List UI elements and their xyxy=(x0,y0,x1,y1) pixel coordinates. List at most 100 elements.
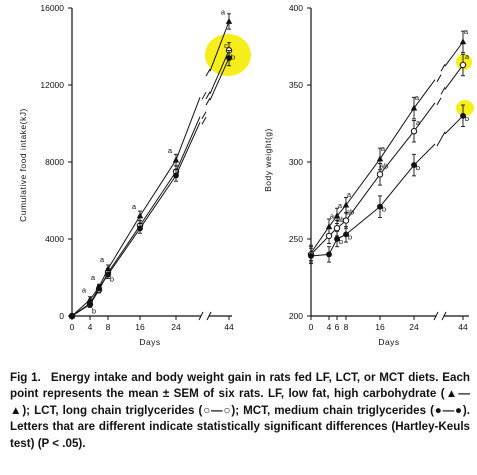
data-point-open-circle xyxy=(333,225,341,232)
x-tick-label: 24 xyxy=(171,322,181,332)
figure-number: Fig 1. xyxy=(10,371,41,384)
x-axis-title: Days xyxy=(139,337,160,347)
series-line xyxy=(71,299,91,317)
data-point-filled-circle xyxy=(377,203,383,210)
significance-letter: b xyxy=(465,114,469,123)
series-line xyxy=(209,57,230,101)
data-point-open-circle xyxy=(459,61,467,69)
series-line xyxy=(345,174,381,221)
significance-letter: a xyxy=(464,27,469,36)
data-point-triangle xyxy=(136,212,144,219)
series-line xyxy=(379,130,415,175)
series-line xyxy=(413,79,436,109)
significance-letter: a xyxy=(82,286,87,295)
line-break-mark xyxy=(205,68,211,77)
y-tick-label: 300 xyxy=(289,157,303,167)
data-point-triangle xyxy=(172,156,180,163)
data-point-filled-circle xyxy=(96,285,102,291)
x-tick-label: 16 xyxy=(375,322,385,332)
x-axis-title: Days xyxy=(378,337,399,347)
series-line xyxy=(139,171,177,226)
series-line xyxy=(209,50,230,95)
x-tick-label: 0 xyxy=(70,322,75,332)
line-break-mark xyxy=(436,138,442,147)
series-line xyxy=(71,303,91,317)
series-line xyxy=(413,102,436,132)
data-point-filled-circle xyxy=(334,236,340,242)
data-point-open-circle xyxy=(325,232,333,240)
significance-letter: a xyxy=(100,255,105,264)
significance-letter: a xyxy=(465,52,470,61)
significance-letter: b xyxy=(110,275,114,284)
significance-letter: ab xyxy=(380,161,388,170)
series-line xyxy=(139,175,177,229)
series-line xyxy=(107,225,141,273)
data-point-filled-circle xyxy=(69,313,75,319)
data-point-triangle xyxy=(376,155,384,162)
significance-letter: b xyxy=(339,237,343,246)
y-tick-label: 400 xyxy=(289,3,303,13)
x-tick-label: 44 xyxy=(458,322,468,332)
line-break-mark xyxy=(440,63,446,72)
significance-letter: a xyxy=(221,7,226,16)
y-tick-label: 350 xyxy=(289,80,303,90)
significance-letter: a xyxy=(330,212,335,221)
series-line xyxy=(444,115,464,135)
data-point-open-circle xyxy=(410,128,418,135)
figure-caption: Fig 1. Energy intake and body weight gain… xyxy=(10,370,470,452)
data-point-filled-circle xyxy=(411,162,417,168)
data-point-open-circle xyxy=(376,171,384,178)
axis-break-mark xyxy=(206,311,212,321)
series-line xyxy=(310,226,330,254)
line-break-mark xyxy=(436,74,442,82)
significance-letter: a xyxy=(416,118,421,127)
series-line xyxy=(175,122,201,176)
significance-letter: a xyxy=(381,144,386,153)
series-line xyxy=(444,41,464,67)
line-break-mark xyxy=(436,97,442,106)
series-line xyxy=(175,116,201,172)
series-line xyxy=(379,164,415,207)
data-point-triangle xyxy=(459,38,467,45)
data-point-triangle xyxy=(325,223,333,230)
series-line xyxy=(310,253,330,257)
series-line xyxy=(107,228,141,275)
y-tick-label: 8000 xyxy=(45,157,64,167)
series-line xyxy=(379,107,415,160)
x-tick-label: 44 xyxy=(224,322,234,332)
significance-letter: a xyxy=(347,190,352,199)
x-tick-label: 0 xyxy=(309,322,314,332)
significance-letter: a xyxy=(415,93,420,102)
data-point-filled-circle xyxy=(137,225,143,232)
data-point-open-circle xyxy=(342,217,350,224)
line-break-mark xyxy=(205,97,211,106)
data-point-filled-circle xyxy=(460,112,466,119)
data-point-triangle xyxy=(225,17,233,24)
caption-text: Energy intake and body weight gain in ra… xyxy=(10,371,470,450)
significance-letter: b xyxy=(382,205,386,214)
series-line xyxy=(345,206,381,235)
x-tick-label: 4 xyxy=(88,322,93,332)
highlight-mark xyxy=(205,34,251,76)
significance-letter: a xyxy=(338,201,343,210)
significance-letter: b xyxy=(348,232,352,241)
data-point-filled-circle xyxy=(173,172,179,179)
series-line xyxy=(310,235,330,255)
x-tick-label: 8 xyxy=(106,322,111,332)
food-intake-panel: 0 4000 8000 12000 16000 0 4 8 16 24 44 Days Cumulati… xyxy=(18,3,251,347)
significance-letter: b xyxy=(92,306,96,315)
data-point-filled-circle xyxy=(105,271,111,278)
significance-letter: ab xyxy=(337,215,345,224)
axis-break-mark xyxy=(433,311,439,321)
data-point-filled-circle xyxy=(343,231,349,238)
data-point-filled-circle xyxy=(87,300,93,307)
x-tick-label: 4 xyxy=(327,322,332,332)
series-line xyxy=(444,64,464,90)
significance-letter: b xyxy=(416,163,420,172)
series-line xyxy=(175,97,201,161)
data-point-triangle xyxy=(410,104,418,111)
line-break-mark xyxy=(201,117,207,125)
series-line xyxy=(345,158,381,206)
axis-break-mark xyxy=(441,311,447,321)
